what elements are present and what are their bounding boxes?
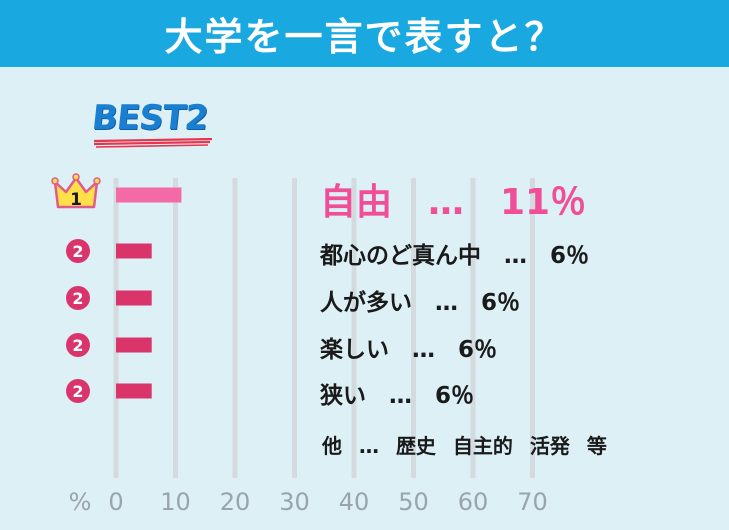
rank-circle-icon [66, 379, 90, 403]
other-item: 等 [586, 434, 607, 458]
other-item: 歴史 [395, 434, 436, 458]
x-tick-label: 20 [220, 488, 251, 516]
page-title: 大学を一言で表すと？ [164, 15, 565, 59]
other-label: 他 [322, 434, 342, 458]
header-banner: 大学を一言で表すと？ [0, 0, 729, 67]
x-tick-label: 30 [279, 488, 310, 516]
x-tick-label: 60 [458, 488, 489, 516]
crown-icon [51, 173, 101, 209]
rank-circle-icon [66, 286, 90, 310]
rank-number: 2 [72, 289, 83, 308]
x-tick-label: 10 [160, 488, 191, 516]
other-item: 活発 [529, 434, 570, 458]
other-item: 自主的 [452, 434, 513, 458]
x-tick-label: 0 [108, 488, 123, 516]
best-underline [93, 138, 213, 148]
other-separator: … [358, 434, 379, 458]
bar-label: 狭い … 6％ [320, 383, 475, 409]
rank-circle-icon [66, 333, 90, 357]
rank-number: 2 [72, 336, 83, 355]
x-unit-label: % [69, 488, 92, 516]
bar [116, 290, 152, 306]
rank-number: 2 [72, 382, 83, 401]
bar [116, 187, 182, 203]
rank-number: 2 [72, 242, 83, 261]
x-tick-label: 70 [517, 488, 548, 516]
bar-label: 人が多い … 6％ [320, 290, 521, 316]
bar-label: 楽しい … 6％ [320, 337, 498, 363]
x-tick-label: 40 [339, 488, 370, 516]
other-answers: 他 … 歴史 自主的 活発 等 [322, 430, 617, 459]
bar [116, 383, 152, 399]
bar [116, 337, 152, 353]
rank-circle-icon [66, 239, 90, 263]
rank-number: 1 [70, 190, 82, 210]
x-tick-label: 50 [398, 488, 429, 516]
bar-label: 都心のど真ん中 … 6％ [320, 243, 590, 269]
bar [116, 243, 152, 259]
bar-label: 自由 … 11％ [320, 182, 587, 223]
